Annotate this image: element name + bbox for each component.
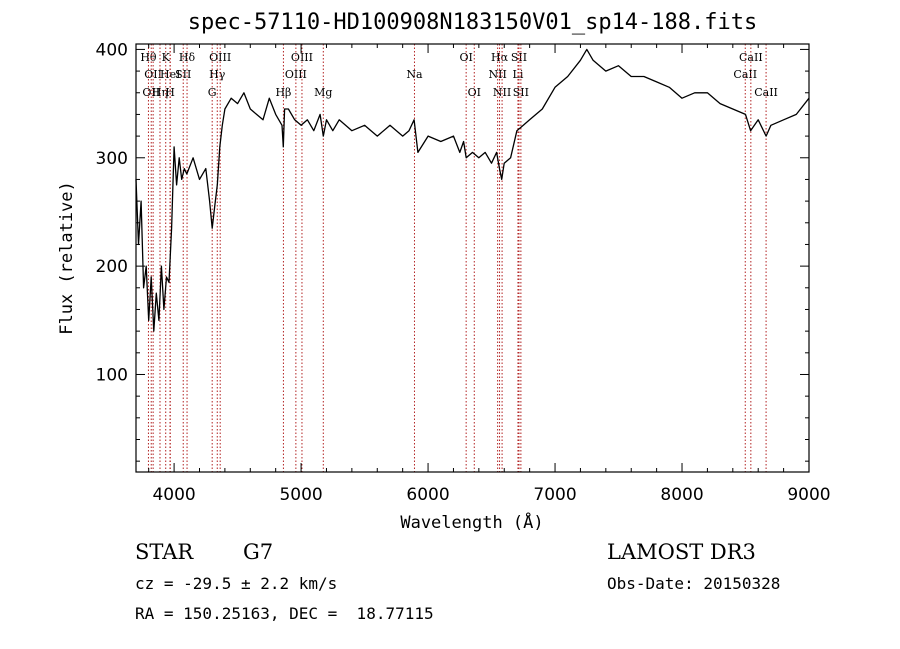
- line-label: G: [208, 86, 217, 99]
- line-label: CaII: [754, 86, 778, 99]
- line-label: SII: [513, 86, 529, 99]
- line-label: K: [162, 51, 171, 64]
- line-label: Na: [406, 68, 423, 81]
- y-axis: 100 200 300 400: [96, 40, 809, 462]
- x-axis-label: Wavelength (Å): [400, 511, 543, 533]
- y-tick-label: 400: [96, 40, 128, 60]
- plot-frame: [135, 43, 810, 473]
- line-label: H: [165, 86, 175, 99]
- x-tick-label: 7000: [533, 485, 576, 505]
- line-label: CaII: [739, 51, 763, 64]
- line-label: CaII: [733, 68, 757, 81]
- line-label: Hα: [491, 51, 509, 64]
- line-label: OI: [468, 86, 481, 99]
- line-label: Hβ: [275, 86, 291, 99]
- x-axis: 4000 5000 6000 7000 8000 9000: [148, 44, 831, 505]
- line-label: SII: [511, 51, 527, 64]
- spectrum-series: [135, 48, 810, 332]
- line-label: NII: [493, 86, 511, 99]
- spectrum-line: [135, 48, 810, 332]
- line-label: Mg: [314, 86, 332, 99]
- x-tick-label: 8000: [660, 485, 703, 505]
- survey-name: LAMOST DR3: [607, 540, 756, 564]
- x-tick-label: 9000: [787, 485, 830, 505]
- line-label: Li: [513, 68, 524, 81]
- chart-title: spec-57110-HD100908N183150V01_sp14-188.f…: [187, 10, 758, 35]
- y-axis-label: Flux (relative): [57, 181, 77, 335]
- object-class: STAR: [135, 540, 194, 564]
- observation-date: Obs-Date: 20150328: [607, 574, 781, 593]
- redshift-cz: cz = -29.5 ± 2.2 km/s: [135, 574, 338, 593]
- y-tick-label: 100: [96, 365, 128, 385]
- y-tick-label: 200: [96, 257, 128, 277]
- line-label: OII: [144, 68, 162, 81]
- line-label: Hγ: [209, 68, 226, 81]
- x-tick-label: 6000: [406, 485, 449, 505]
- line-markers: HθOIIOIIHηKHHeISIIHδGHγOIIIHβOIIIOIIIMgN…: [140, 44, 778, 472]
- y-tick-label: 300: [96, 149, 128, 169]
- object-subclass: G7: [243, 540, 274, 564]
- line-label: SII: [175, 68, 191, 81]
- line-label: OI: [459, 51, 472, 64]
- line-label: OII: [142, 86, 160, 99]
- coordinates: RA = 150.25163, DEC = 18.77115: [135, 604, 434, 623]
- line-label: NII: [488, 68, 506, 81]
- x-tick-label: 5000: [279, 485, 322, 505]
- line-label: OIII: [291, 51, 313, 64]
- line-label: OIII: [285, 68, 307, 81]
- line-label: OIII: [209, 51, 231, 64]
- x-tick-label: 4000: [152, 485, 195, 505]
- line-label: Hθ: [140, 51, 157, 64]
- line-label: HeI: [160, 68, 180, 81]
- line-label: Hδ: [179, 51, 196, 64]
- line-label: Hη: [152, 86, 168, 99]
